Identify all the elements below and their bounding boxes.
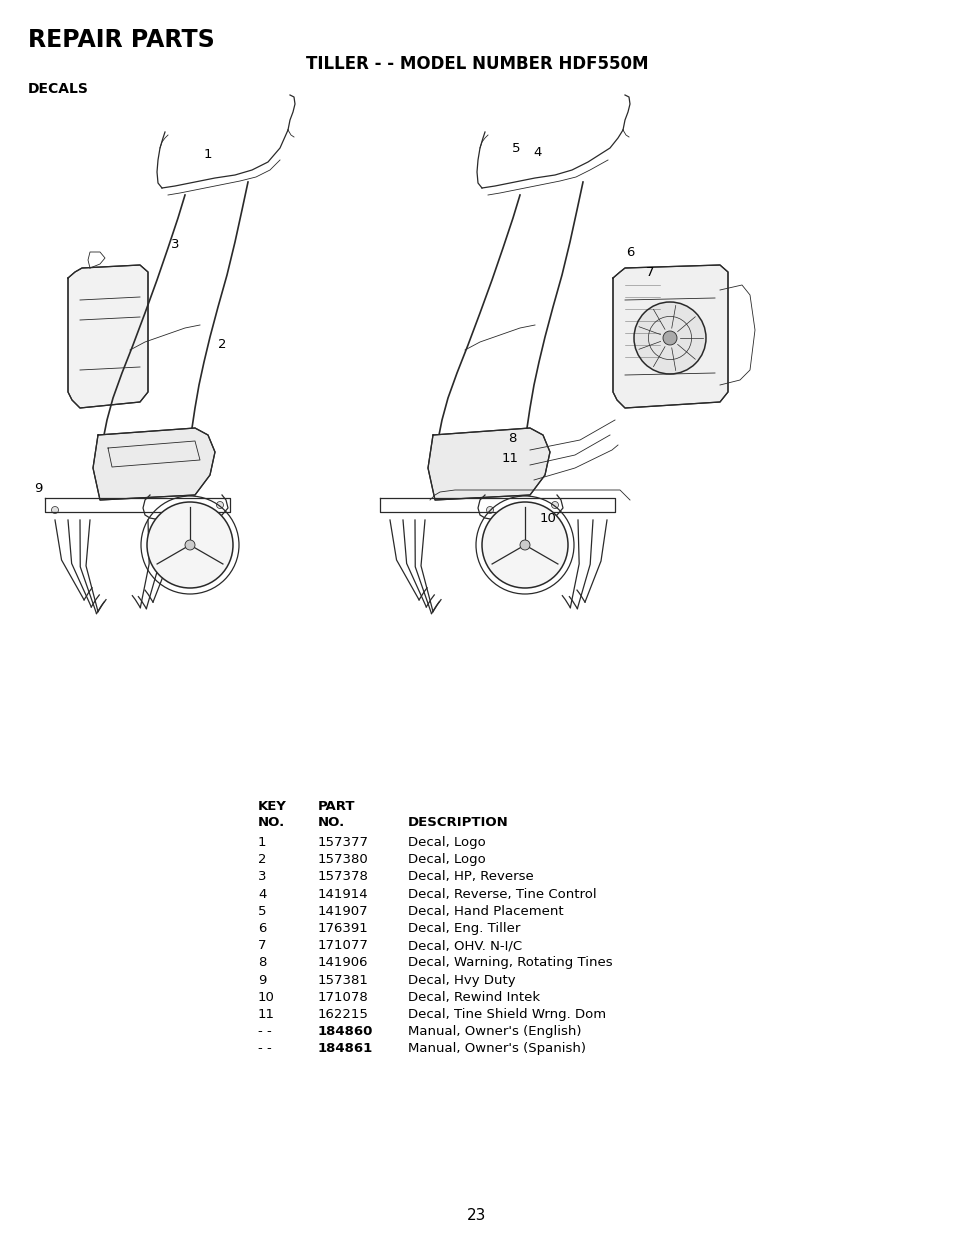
Text: DESCRIPTION: DESCRIPTION <box>408 816 508 829</box>
Ellipse shape <box>486 506 493 514</box>
Text: 1: 1 <box>204 148 212 162</box>
Text: Decal, OHV. N-I/C: Decal, OHV. N-I/C <box>408 939 521 952</box>
Text: 4: 4 <box>534 146 541 158</box>
Ellipse shape <box>551 501 558 509</box>
Text: 6: 6 <box>625 246 634 258</box>
Text: Decal, Logo: Decal, Logo <box>408 853 485 866</box>
Text: 157377: 157377 <box>317 836 369 848</box>
Text: 171078: 171078 <box>317 990 369 1004</box>
Text: REPAIR PARTS: REPAIR PARTS <box>28 28 214 52</box>
Text: DECALS: DECALS <box>28 82 89 96</box>
Ellipse shape <box>461 457 468 463</box>
Text: TILLER - - MODEL NUMBER HDF550M: TILLER - - MODEL NUMBER HDF550M <box>305 56 648 73</box>
Text: 4: 4 <box>257 888 266 900</box>
Ellipse shape <box>127 457 132 463</box>
Text: PART: PART <box>317 800 355 813</box>
Polygon shape <box>428 429 550 500</box>
Text: 157378: 157378 <box>317 871 369 883</box>
Text: 8: 8 <box>257 956 266 969</box>
Ellipse shape <box>51 506 58 514</box>
Text: 23: 23 <box>467 1208 486 1223</box>
Ellipse shape <box>185 540 194 550</box>
Ellipse shape <box>634 303 705 374</box>
Text: 162215: 162215 <box>317 1008 369 1021</box>
Text: - -: - - <box>257 1025 272 1039</box>
Polygon shape <box>92 429 214 500</box>
Polygon shape <box>613 266 727 408</box>
Ellipse shape <box>481 501 567 588</box>
Text: Decal, Eng. Tiller: Decal, Eng. Tiller <box>408 923 519 935</box>
Text: 11: 11 <box>501 452 518 464</box>
Ellipse shape <box>519 540 530 550</box>
Ellipse shape <box>662 331 677 345</box>
Text: - -: - - <box>257 1042 272 1056</box>
Text: 9: 9 <box>257 973 266 987</box>
Text: 157381: 157381 <box>317 973 369 987</box>
Text: 10: 10 <box>539 511 556 525</box>
Text: Decal, Logo: Decal, Logo <box>408 836 485 848</box>
Text: KEY: KEY <box>257 800 287 813</box>
Text: 3: 3 <box>257 871 266 883</box>
Text: 6: 6 <box>257 923 266 935</box>
Text: Decal, HP, Reverse: Decal, HP, Reverse <box>408 871 533 883</box>
Text: 2: 2 <box>217 338 226 352</box>
Text: 157380: 157380 <box>317 853 369 866</box>
Text: NO.: NO. <box>317 816 345 829</box>
Text: Manual, Owner's (Spanish): Manual, Owner's (Spanish) <box>408 1042 585 1056</box>
Text: 171077: 171077 <box>317 939 369 952</box>
Text: 3: 3 <box>171 238 179 252</box>
Text: 11: 11 <box>257 1008 274 1021</box>
Ellipse shape <box>216 501 223 509</box>
Text: 2: 2 <box>257 853 266 866</box>
Text: Decal, Reverse, Tine Control: Decal, Reverse, Tine Control <box>408 888 596 900</box>
Text: 5: 5 <box>511 142 519 154</box>
Text: 1: 1 <box>257 836 266 848</box>
Text: 184861: 184861 <box>317 1042 373 1056</box>
Polygon shape <box>68 266 148 408</box>
Text: Decal, Rewind Intek: Decal, Rewind Intek <box>408 990 539 1004</box>
Text: 184860: 184860 <box>317 1025 373 1039</box>
Text: Manual, Owner's (English): Manual, Owner's (English) <box>408 1025 581 1039</box>
Text: 9: 9 <box>33 482 42 494</box>
Text: 141914: 141914 <box>317 888 368 900</box>
Text: Decal, Tine Shield Wrng. Dom: Decal, Tine Shield Wrng. Dom <box>408 1008 605 1021</box>
Text: NO.: NO. <box>257 816 285 829</box>
Text: 5: 5 <box>257 905 266 918</box>
Text: Decal, Hvy Duty: Decal, Hvy Duty <box>408 973 515 987</box>
Text: 141906: 141906 <box>317 956 368 969</box>
Ellipse shape <box>147 501 233 588</box>
Text: Decal, Hand Placement: Decal, Hand Placement <box>408 905 563 918</box>
Text: 176391: 176391 <box>317 923 369 935</box>
Text: 7: 7 <box>257 939 266 952</box>
Text: 141907: 141907 <box>317 905 368 918</box>
Text: 8: 8 <box>507 431 516 445</box>
Text: Decal, Warning, Rotating Tines: Decal, Warning, Rotating Tines <box>408 956 612 969</box>
Text: 10: 10 <box>257 990 274 1004</box>
Text: 7: 7 <box>645 266 654 279</box>
